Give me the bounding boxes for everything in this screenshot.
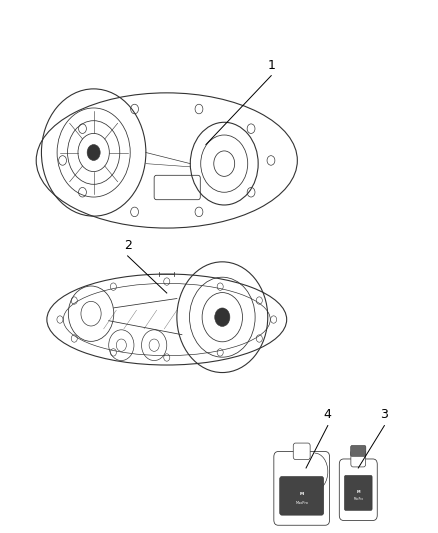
FancyBboxPatch shape xyxy=(339,459,377,521)
FancyBboxPatch shape xyxy=(293,443,310,459)
Text: 3: 3 xyxy=(381,408,389,422)
Text: M: M xyxy=(357,490,360,494)
Text: 1: 1 xyxy=(267,59,275,71)
FancyBboxPatch shape xyxy=(280,477,324,515)
FancyBboxPatch shape xyxy=(344,475,372,511)
Circle shape xyxy=(87,144,100,160)
Text: 4: 4 xyxy=(324,408,332,422)
Text: MaxPro: MaxPro xyxy=(295,501,308,505)
FancyBboxPatch shape xyxy=(351,446,366,456)
Text: 2: 2 xyxy=(124,239,131,252)
FancyBboxPatch shape xyxy=(351,450,366,467)
Text: M: M xyxy=(300,492,304,496)
FancyBboxPatch shape xyxy=(274,451,329,525)
Circle shape xyxy=(215,308,230,326)
Text: MaxPro: MaxPro xyxy=(353,497,363,501)
